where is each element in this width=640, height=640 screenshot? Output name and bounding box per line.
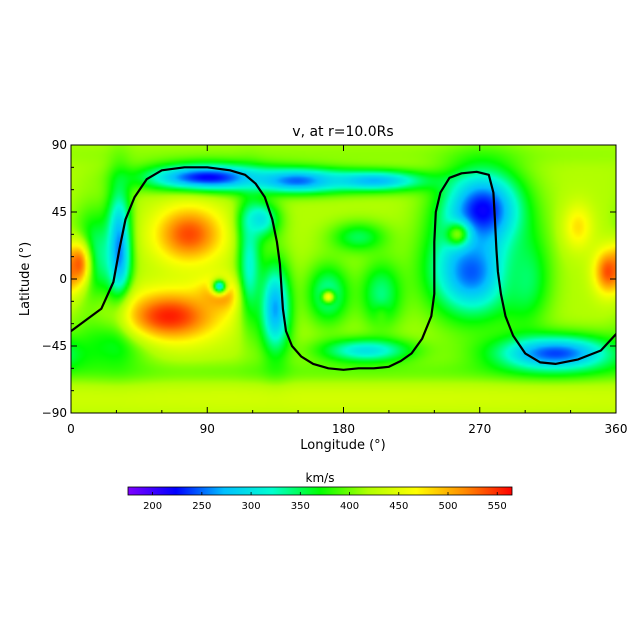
y-tick-label: −45 bbox=[42, 339, 67, 353]
colorbar-tick-label: 450 bbox=[389, 501, 408, 512]
colorbar-tick-label: 550 bbox=[488, 501, 507, 512]
y-axis-label: Latitude (°) bbox=[18, 242, 33, 316]
contour-line-0 bbox=[71, 166, 616, 371]
colorbar-tick-label: 500 bbox=[438, 501, 457, 512]
x-axis-label: Longitude (°) bbox=[300, 438, 385, 453]
chart-title: v, at r=10.0Rs bbox=[292, 124, 393, 140]
colorbar-label: km/s bbox=[306, 471, 335, 485]
x-tick-label: 270 bbox=[468, 422, 491, 436]
colorbar-ticks: 200 250 300 350 400 450 500 550 bbox=[143, 492, 507, 512]
x-tick-label: 90 bbox=[200, 422, 215, 436]
x-tick-label: 180 bbox=[332, 422, 355, 436]
colorbar bbox=[127, 486, 513, 496]
colorbar-tick-label: 350 bbox=[291, 501, 310, 512]
y-tick-label: 90 bbox=[52, 138, 67, 152]
colorbar-tick-label: 250 bbox=[192, 501, 211, 512]
velocity-map bbox=[71, 145, 616, 413]
y-tick-label: −90 bbox=[42, 406, 67, 420]
x-tick-label: 360 bbox=[605, 422, 628, 436]
y-axis-ticks: 90 45 0 −45 −90 bbox=[42, 138, 616, 420]
colorbar-tick-label: 300 bbox=[242, 501, 261, 512]
y-tick-label: 45 bbox=[52, 205, 67, 219]
x-tick-label: 0 bbox=[67, 422, 75, 436]
neutral-line-contour bbox=[71, 166, 616, 371]
colorbar-tick-label: 200 bbox=[143, 501, 162, 512]
x-axis-ticks: 0 90 180 270 360 bbox=[67, 145, 627, 436]
y-tick-label: 0 bbox=[59, 272, 67, 286]
colorbar-tick-label: 400 bbox=[340, 501, 359, 512]
